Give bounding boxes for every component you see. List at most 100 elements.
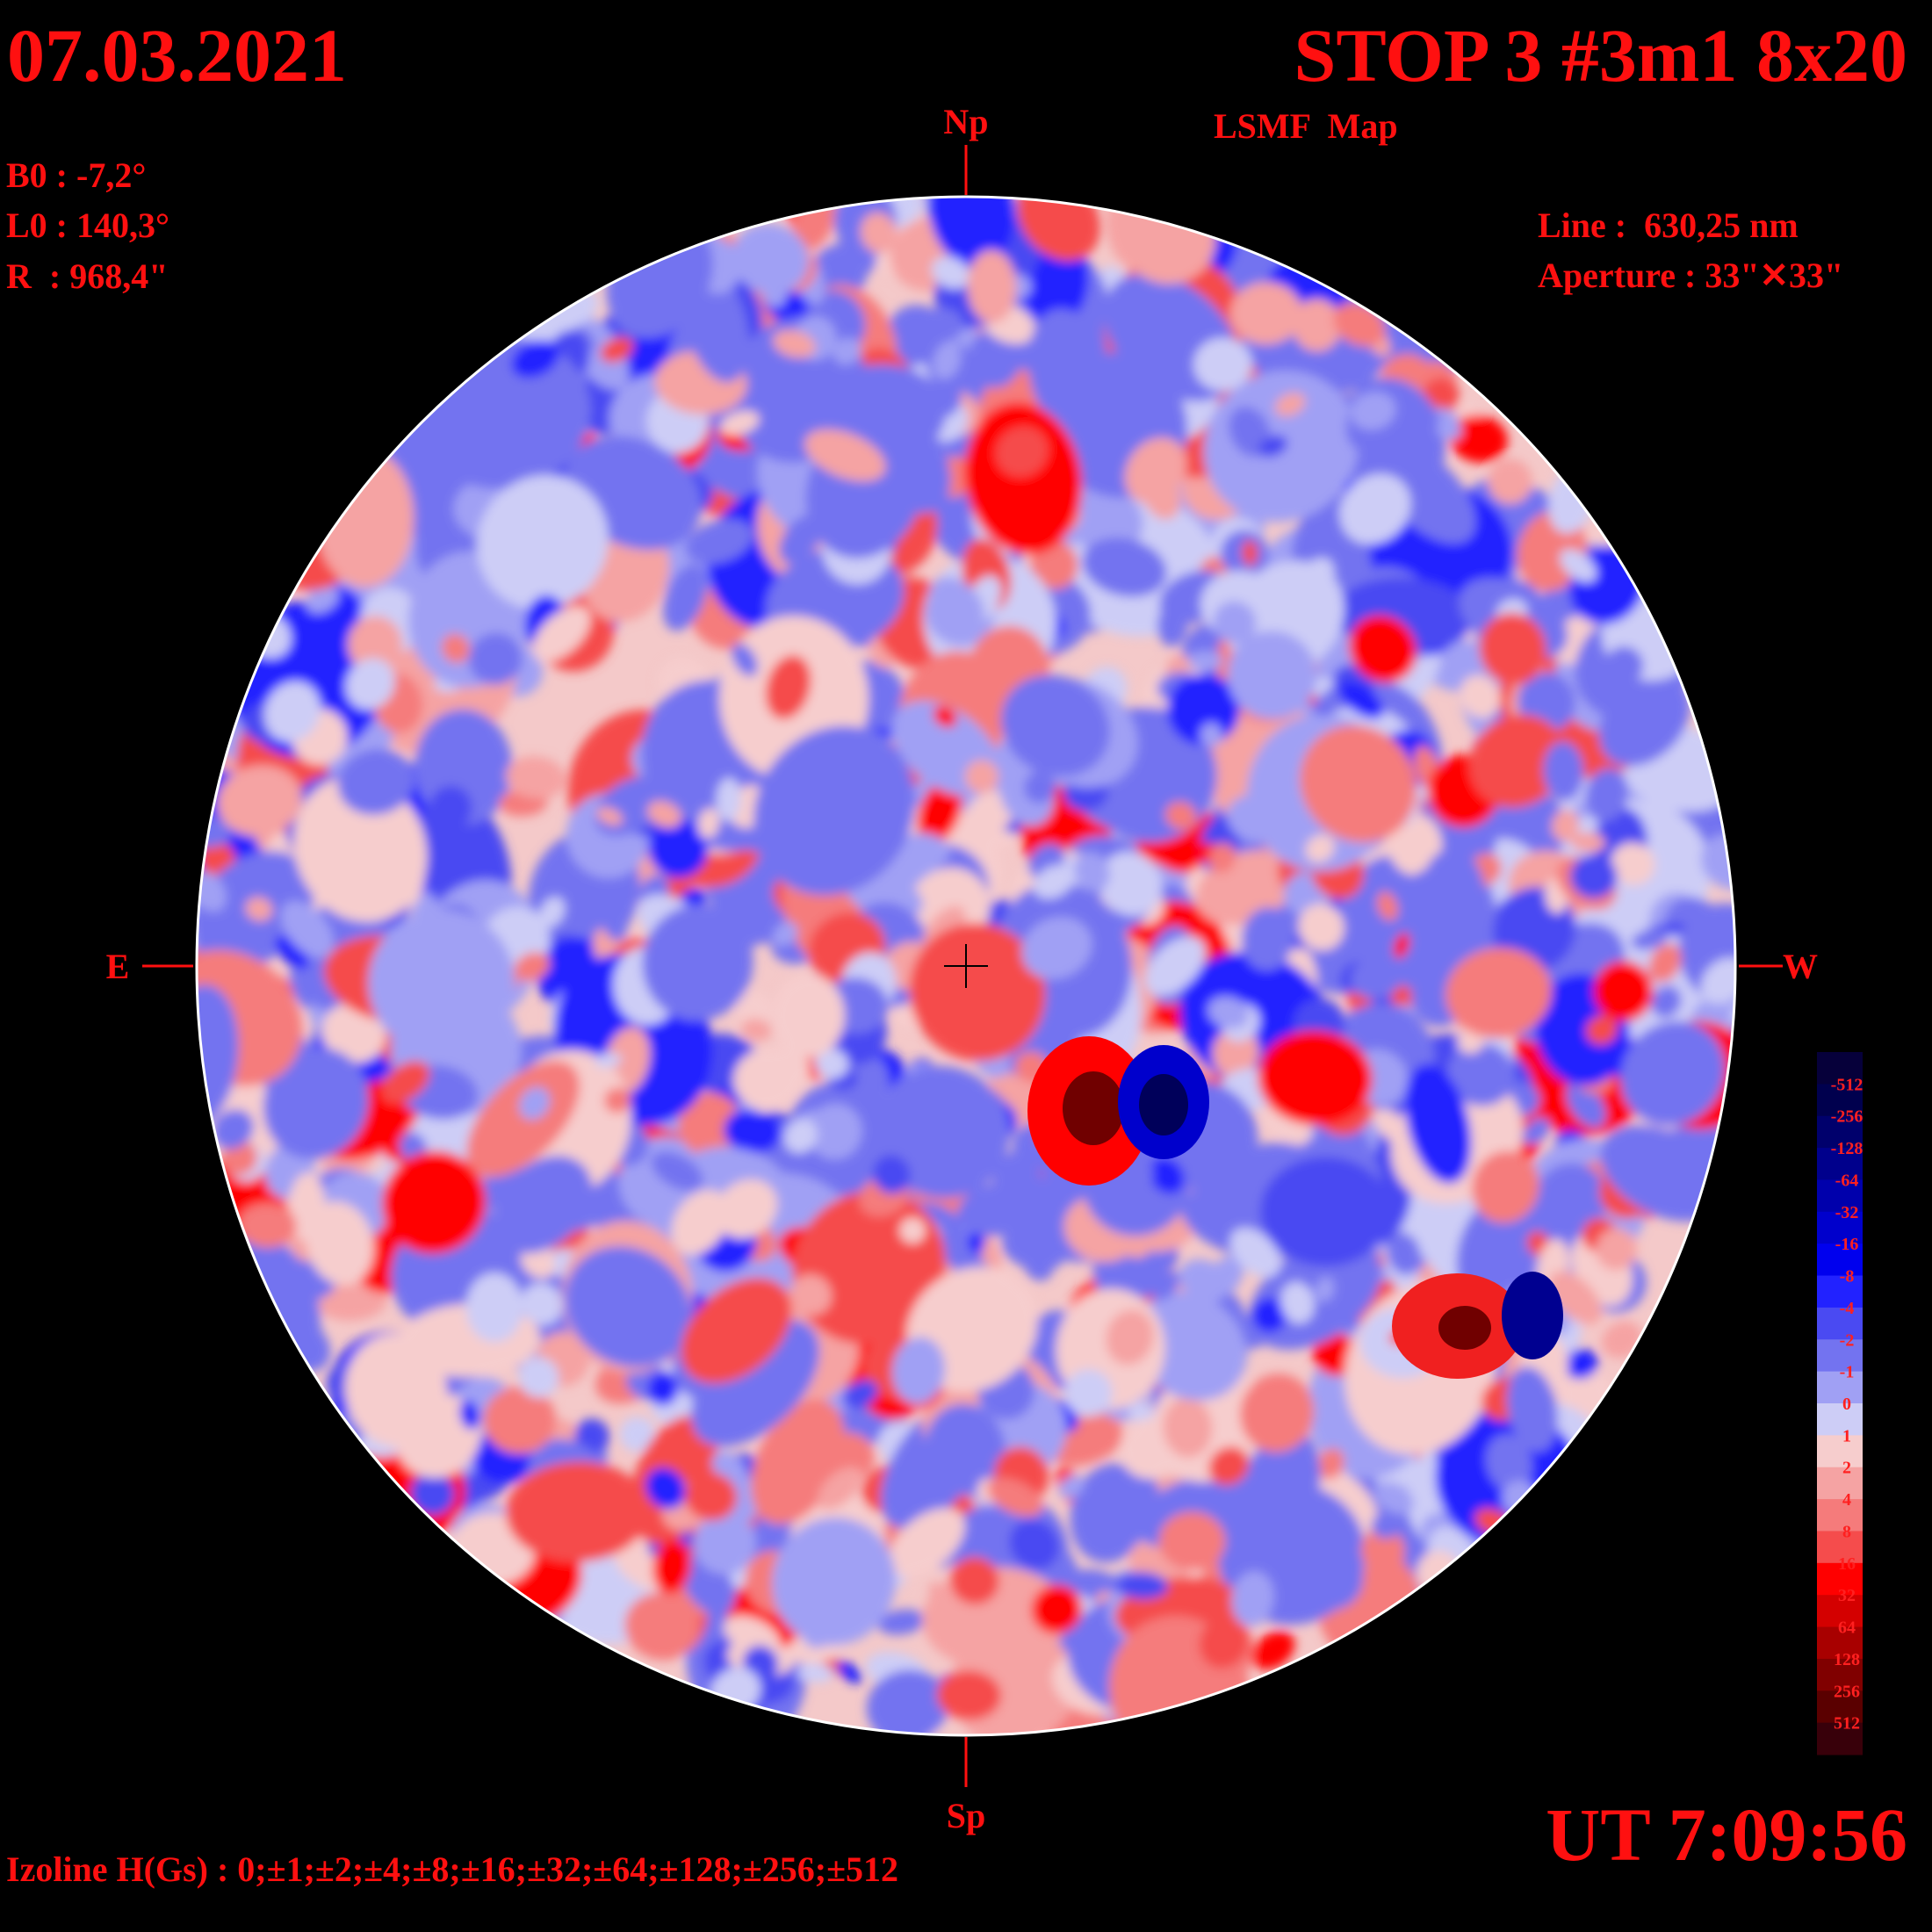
field-patch xyxy=(933,342,962,380)
field-patch xyxy=(814,1048,849,1079)
field-patch xyxy=(1388,813,1442,876)
field-patch xyxy=(693,1511,756,1575)
field-patch xyxy=(732,643,758,677)
colorbar-label: -32 xyxy=(1835,1203,1859,1222)
field-patch xyxy=(648,818,709,879)
field-patch xyxy=(1149,1157,1185,1194)
field-patch xyxy=(1024,1251,1054,1281)
colorbar-label: 4 xyxy=(1842,1490,1851,1510)
field-patch xyxy=(1611,842,1655,886)
field-patch xyxy=(619,1417,655,1453)
field-patch xyxy=(441,633,470,663)
field-patch xyxy=(789,378,844,428)
field-patch xyxy=(1488,458,1532,504)
field-patch xyxy=(1393,933,1410,959)
colorbar-label: -256 xyxy=(1831,1107,1864,1127)
colorbar-label: -2 xyxy=(1840,1330,1855,1350)
field-patch xyxy=(217,765,303,837)
param: Aperture : 33"✕33" xyxy=(1538,256,1843,295)
colorbar-label: 256 xyxy=(1834,1682,1860,1701)
field-patch xyxy=(720,410,760,436)
field-patch xyxy=(1569,854,1618,899)
field-patch xyxy=(1350,392,1396,430)
field-patch xyxy=(741,1018,772,1042)
field-patch xyxy=(1292,299,1342,352)
colorbar-band xyxy=(1817,1562,1863,1596)
solar-disk xyxy=(197,197,1735,1735)
field-patch xyxy=(931,256,970,289)
field-patch xyxy=(1259,1157,1391,1267)
field-patch xyxy=(1604,645,1644,685)
field-patch xyxy=(652,1539,692,1594)
colorbar-band xyxy=(1817,1403,1863,1436)
field-patch xyxy=(933,705,957,728)
field-patch xyxy=(441,1114,476,1143)
field-patch xyxy=(521,1282,563,1326)
field-patch xyxy=(1305,834,1335,863)
param: Line : 630,25 nm xyxy=(1538,205,1799,245)
field-patch xyxy=(603,1087,631,1114)
field-patch xyxy=(1158,1511,1226,1571)
field-patch xyxy=(1017,197,1100,262)
field-patch xyxy=(1360,1526,1405,1575)
field-patch xyxy=(1275,393,1306,417)
field-patch xyxy=(601,905,627,941)
field-patch xyxy=(1485,1434,1532,1492)
colorbar-label: -64 xyxy=(1835,1171,1859,1190)
field-patch xyxy=(532,606,591,662)
field-patch xyxy=(1596,1228,1637,1271)
colorbar-band xyxy=(1817,1531,1863,1564)
field-patch xyxy=(337,749,415,816)
field-patch xyxy=(466,1060,580,1178)
field-patch xyxy=(1560,549,1597,582)
field-patch xyxy=(773,329,816,358)
colorbar-band xyxy=(1817,1499,1863,1532)
colorbar-label: 512 xyxy=(1834,1714,1860,1734)
field-patch xyxy=(1106,1309,1154,1366)
field-patch xyxy=(1144,936,1206,996)
field-patch xyxy=(1258,1030,1373,1126)
param: R : 968,4" xyxy=(6,256,168,296)
field-patch xyxy=(565,1246,691,1368)
field-patch xyxy=(1447,1042,1515,1107)
field-patch xyxy=(842,1380,878,1409)
field-patch xyxy=(877,1609,926,1635)
colorbar-label: -1 xyxy=(1840,1363,1855,1382)
field-patch xyxy=(1469,714,1566,808)
field-patch xyxy=(1631,929,1668,950)
field-patch xyxy=(1593,961,1654,1022)
active-regions xyxy=(1027,1036,1563,1379)
field-patch xyxy=(280,900,334,958)
field-patch xyxy=(1124,437,1187,504)
colorbar-label: 32 xyxy=(1838,1586,1856,1605)
field-patch xyxy=(211,1109,254,1150)
colorbar-label: 16 xyxy=(1838,1554,1856,1574)
param: L0 : 140,3° xyxy=(6,205,169,245)
field-patch xyxy=(483,1386,556,1454)
field-patch xyxy=(889,1508,965,1577)
field-patch xyxy=(671,1189,730,1256)
field-patch xyxy=(1071,1614,1112,1649)
colorbar-label: -16 xyxy=(1835,1235,1859,1254)
field-patch xyxy=(1251,1297,1287,1333)
field-patch xyxy=(263,681,321,742)
field-patch xyxy=(467,416,502,452)
field-patch xyxy=(724,1109,767,1150)
field-patches xyxy=(197,197,1735,1735)
field-patch xyxy=(520,1244,556,1279)
field-patch xyxy=(459,1400,479,1431)
field-patch xyxy=(1000,674,1110,777)
field-patch xyxy=(492,1156,593,1254)
colorbar-label: -512 xyxy=(1831,1075,1864,1094)
field-patch xyxy=(1339,473,1411,544)
colorbar-band xyxy=(1817,1115,1863,1149)
colorbar-band xyxy=(1817,1275,1863,1308)
field-patch xyxy=(1070,1463,1150,1563)
field-patch xyxy=(1208,1446,1250,1486)
field-patch xyxy=(1586,1015,1618,1045)
field-patch xyxy=(1031,1584,1083,1634)
field-patch xyxy=(1153,1271,1180,1301)
field-patch xyxy=(410,1472,455,1516)
field-patch xyxy=(753,725,915,896)
active-region-negative xyxy=(1502,1272,1563,1359)
